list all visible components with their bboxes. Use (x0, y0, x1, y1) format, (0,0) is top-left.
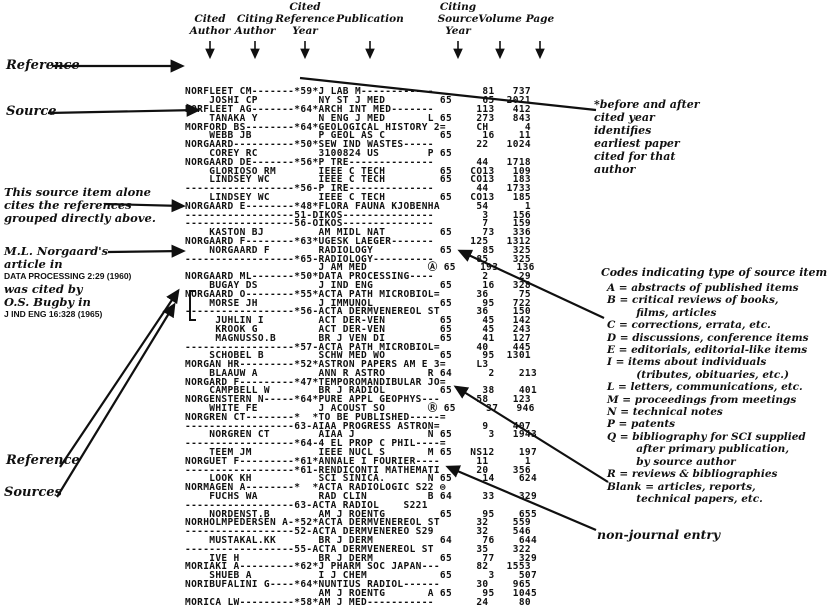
listing-row: TANAKA Y N ENG J MED L 65 273 843 (185, 112, 531, 124)
listing-row: NORGAARD F--------*63*UGESK LAEGER------… (185, 235, 531, 247)
listing-row: NORGREN CT--------* *TO BE PUBLISHED----… (185, 411, 446, 423)
listing-row: ------------------52-ACTA DERMVENEREO S2… (185, 526, 531, 538)
code-item: B = critical reviews of books, films, ar… (607, 294, 779, 319)
source-label: Source (6, 104, 57, 119)
source-arrow (47, 103, 201, 117)
listing-row: LINDSEY WC IEEE C TECH 65 CO13 185 (185, 191, 531, 203)
column-header-publication: Publication (336, 13, 404, 25)
source-item-codes-title: Codes indicating type of source item (601, 266, 828, 279)
code-item: R = reviews & bibliographies (607, 468, 778, 481)
listing-row: NORIBUFALINI G----*64*NUNTIUS RADIOL----… (185, 579, 531, 591)
listing-row: NORGAARD----------*50*SEW IND WASTES----… (185, 139, 531, 151)
listing-row: MORICA LW---------*58*AM J MED----------… (185, 596, 531, 606)
listing-row: ------------------56-OIKOS--------------… (185, 218, 531, 230)
listing-row: LINDSEY WC IEEE C TECH 65 CO13 183 (185, 174, 531, 186)
listing-row: NORGAARD E--------*48*FLORA FAUNA KJOBEN… (185, 200, 531, 212)
code-item: L = letters, communications, etc. (607, 381, 803, 394)
listing-row: MORIAKI A---------*62*J PHARM SOC JAPAN-… (185, 561, 531, 573)
column-header-page: Page (525, 13, 555, 25)
listing-row: MAGNUSSO.B BR J VEN DI 65 41 127 (185, 332, 531, 344)
listing-row: GLORIOSO RM IEEE C TECH 65 CO13 109 (185, 165, 531, 177)
column-header-citing-author: Citing Author (234, 13, 276, 37)
listing-row: IVE H BR J DERM 65 77 329 (185, 552, 538, 564)
listing-row: MORFORD BS--------*64*GEOLOGICAL HISTORY… (185, 121, 531, 133)
column-header-volume: Volume (478, 13, 522, 25)
column-header-citing-source-year: Citing Source Year (437, 1, 479, 37)
listing-row: ------------------55-ACTA DERMVENEREOL S… (185, 543, 531, 555)
sources-arrow (56, 302, 176, 498)
listing-row: ------------------63-ACTA RADIOL S221 (185, 499, 428, 511)
listing-row: KROOK G ACT DER-VEN 65 45 243 (185, 323, 531, 335)
code-item: P = patents (607, 418, 676, 431)
column-header-cited-author: Cited Author (189, 13, 231, 37)
listing-row: ------------------*56-P IRE-------------… (185, 183, 531, 195)
listing-row: AM J ROENTG A 65 95 1045 (185, 587, 538, 599)
listing-row: MUSTAKAL.KK BR J DERM 64 76 644 (185, 535, 538, 547)
citation-example-line4: was cited by (4, 282, 83, 296)
listing-row: ------------------*64-4 EL PROP C PHIL--… (185, 438, 446, 450)
listing-row: NORGARD F---------*47*TEMPOROMANDIBULAR … (185, 376, 446, 388)
code-item: Blank = articles, reports, technical pap… (607, 480, 763, 505)
cited-year-asterisk-note: *before and after cited year identifies … (594, 98, 700, 176)
listing-row: ------------------51-DIKOS--------------… (185, 209, 531, 221)
column-header-cited-reference-year: Cited Reference Year (275, 1, 335, 37)
code-item: D = discussions, conference items (607, 331, 809, 344)
listing-row: JUHLIN I ACT DER-VEN 65 45 142 (185, 315, 531, 327)
citation-listing: NORFLEET CM-------*59*J LAB M-----------… (185, 62, 560, 606)
code-item: A = abstracts of published items (607, 282, 799, 294)
citation-example-line2: article in (4, 257, 63, 271)
listing-row: NORGAARD DE-------*56*P TRE-------------… (185, 156, 531, 168)
code-item: N = technical notes (607, 406, 723, 419)
non-journal-entry-label: non-journal entry (597, 527, 721, 542)
listing-row: WEBB JB P GEOL AS C 65 16 11 (185, 130, 531, 142)
source-item-codes-list: A = abstracts of published items B = crit… (607, 282, 833, 505)
group-note: This source item alone cites the referen… (4, 185, 156, 225)
citation-example-citing-work: J IND ENG 16:328 (1965) (4, 309, 103, 319)
sources-label: Sources (4, 485, 62, 500)
citation-example-line1: M.L. Norgaard's (4, 244, 109, 258)
reference-label-bottom: Reference (6, 453, 80, 468)
listing-row: MORGAN HR---------*52*ASTRON PAPERS AM E… (185, 359, 489, 371)
source-group-bracket (189, 290, 196, 321)
code-item: I = items about individuals (tributes, o… (607, 356, 789, 381)
listing-row: SHUEB A I J CHEM 65 3 507 (185, 570, 538, 582)
listing-row: BLAAUW A ANN R ASTRO R 64 2 213 (185, 367, 538, 379)
listing-row: SCHOBEL B SCHW MED WO 65 95 1301 (185, 350, 531, 362)
citation-example-line5: O.S. Bugby in (4, 295, 91, 309)
reference-label: Reference (6, 58, 80, 73)
code-item: M = proceedings from meetings (607, 393, 797, 406)
code-item: Q = bibliography for SCI supplied after … (607, 430, 806, 468)
citation-example-arrow (107, 244, 186, 258)
listing-row: KASTON BJ AM MIDL NAT 65 73 336 (185, 227, 531, 239)
citation-example-cited-work: DATA PROCESSING 2:29 (1960) (4, 271, 132, 281)
code-item: E = editorials, editorial-like items (607, 344, 808, 357)
listing-row: COREY RC 3100824 US P 65 (185, 147, 453, 159)
listing-row: ------------------*57-ACTA PATH MICROBIO… (185, 341, 531, 353)
listing-row: NORMAGEN A--------* *ACTA RADIOLOGIC S22… (185, 482, 446, 494)
code-item: C = corrections, errata, etc. (607, 319, 771, 332)
